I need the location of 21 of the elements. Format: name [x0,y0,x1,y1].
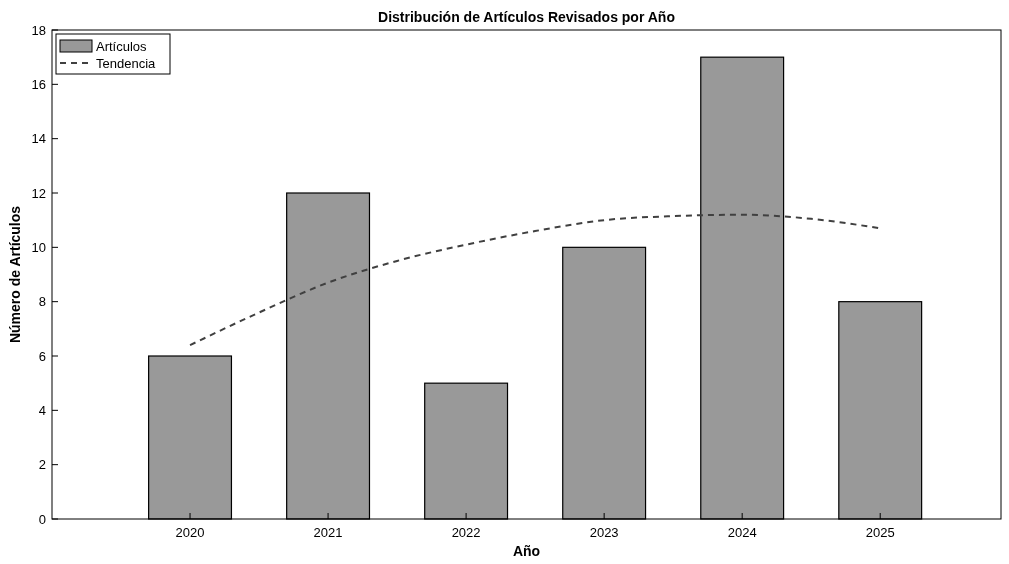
y-tick-label: 6 [38,348,46,364]
y-tick-label: 18 [31,22,46,38]
y-tick-label: 0 [38,511,46,527]
x-tick-label: 2023 [589,525,619,540]
x-tick-label: 2022 [451,525,481,540]
x-tick-label: 2020 [175,525,205,540]
y-tick-label: 14 [31,131,46,147]
x-tick-label: 2021 [313,525,343,540]
x-tick-label: 2025 [865,525,895,540]
y-tick-label: 12 [31,185,46,201]
y-tick-label: 8 [38,294,46,310]
y-tick-label: 16 [31,76,46,92]
chart-title: Distribución de Artículos Revisados por Año [378,9,675,25]
y-tick-label: 2 [38,457,46,473]
y-tick-label: 4 [38,402,46,418]
y-tick-label: 10 [31,239,46,255]
legend-label: Artículos [96,38,148,54]
x-tick-label: 2024 [727,525,757,540]
y-axis-title: Número de Artículos [7,205,23,344]
x-axis-title: Año [512,543,541,559]
legend-label: Tendencia [96,55,157,71]
